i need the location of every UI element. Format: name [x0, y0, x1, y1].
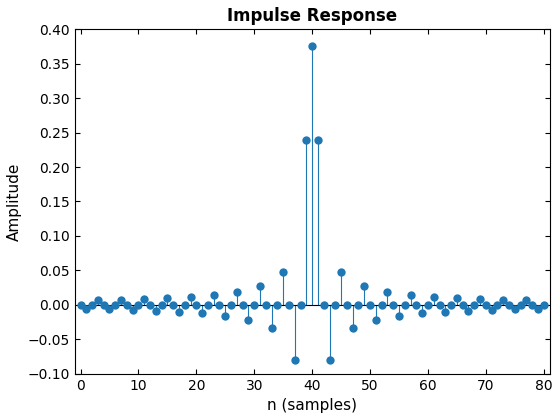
X-axis label: n (samples): n (samples) [267, 398, 357, 413]
Y-axis label: Amplitude: Amplitude [7, 162, 22, 241]
Title: Impulse Response: Impulse Response [227, 7, 397, 25]
